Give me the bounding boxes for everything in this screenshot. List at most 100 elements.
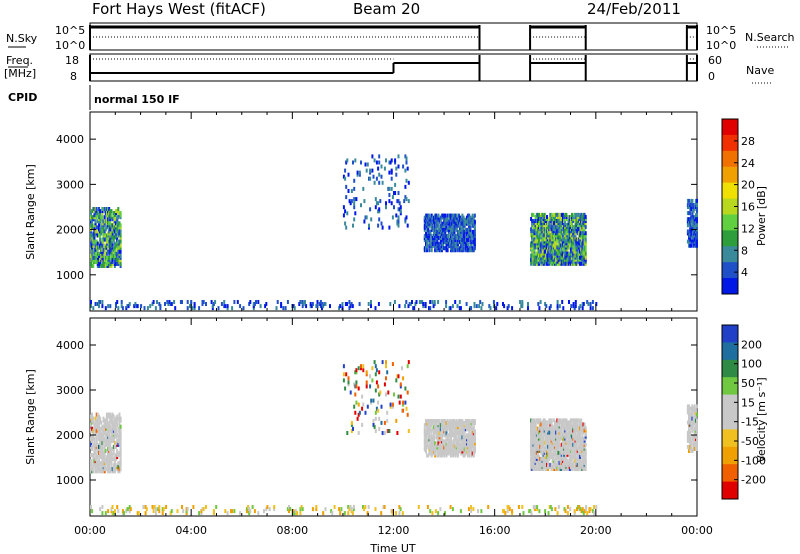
echo-cell [691, 436, 694, 441]
echo-cell [439, 240, 442, 245]
echo-cell [374, 429, 377, 433]
echo-cell [548, 233, 551, 238]
echo-cell [450, 229, 452, 234]
echo-cell [502, 509, 504, 514]
echo-cell [550, 507, 553, 512]
echo-cell [118, 453, 121, 458]
echo-cell [577, 430, 580, 435]
colorbar-tick-label: -100 [741, 454, 766, 467]
echo-cell [555, 225, 558, 230]
echo-cell [365, 168, 368, 173]
echo-cell [473, 242, 476, 247]
echo-cell [365, 380, 368, 385]
echo-cell [472, 433, 475, 438]
echo-cell [154, 507, 157, 512]
echo-cell [471, 419, 474, 424]
echo-cell [373, 180, 376, 185]
echo-cell [569, 424, 572, 429]
echo-cell [473, 302, 476, 306]
echo-cell [90, 219, 92, 224]
echo-cell [94, 420, 97, 425]
echo-cell [437, 511, 440, 516]
echo-cell [691, 235, 694, 240]
echo-cell [101, 219, 104, 224]
echo-cell [112, 457, 115, 462]
echo-cell [111, 260, 114, 264]
echo-cell [96, 461, 99, 466]
echo-cell [99, 467, 102, 472]
echo-cell [582, 233, 585, 238]
echo-cell [693, 215, 696, 220]
echo-cell [536, 233, 539, 238]
echo-cell [440, 236, 443, 240]
echo-cell [236, 300, 239, 304]
echo-cell [364, 410, 367, 415]
echo-cell [426, 221, 429, 226]
echo-cell [351, 304, 354, 309]
echo-cell [113, 418, 116, 423]
echo-cell [540, 422, 543, 427]
echo-cell [530, 261, 533, 266]
colorbar-tick-label: 12 [741, 222, 755, 235]
echo-cell [575, 446, 578, 451]
echo-cell [450, 427, 452, 432]
freq-label-bottom: [MHz] [4, 67, 36, 80]
echo-cell [117, 453, 120, 458]
echo-cell [118, 213, 121, 218]
echo-cell [355, 368, 358, 373]
echo-cell [539, 233, 542, 238]
echo-cell [437, 449, 440, 454]
echo-cell [694, 428, 697, 433]
echo-cell [686, 406, 689, 411]
echo-cell [396, 199, 399, 204]
echo-cell [584, 432, 587, 437]
echo-cell [686, 420, 689, 425]
echo-cell [456, 223, 459, 228]
echo-cell [433, 435, 435, 440]
echo-cell [557, 442, 560, 447]
echo-cell [119, 444, 122, 449]
echo-cell [100, 461, 103, 466]
echo-cell [438, 419, 441, 424]
echo-cell [248, 302, 251, 306]
echo-cell [546, 438, 548, 443]
echo-cell [583, 428, 586, 433]
echo-cell [445, 217, 448, 222]
colorbar-tick-label: 24 [741, 157, 755, 170]
echo-cell [136, 511, 139, 516]
echo-cell [380, 174, 383, 179]
echo-cell [688, 428, 690, 433]
echo-cell [459, 427, 462, 432]
echo-cell [530, 430, 533, 435]
echo-cell [538, 434, 540, 439]
echo-cell [558, 235, 561, 240]
echo-cell [99, 455, 102, 460]
echo-cell [556, 300, 559, 304]
echo-cell [571, 430, 573, 435]
echo-cell [565, 261, 568, 266]
echo-cell [576, 454, 579, 459]
echo-cell [563, 442, 566, 447]
echo-cell [473, 435, 476, 440]
echo-cell [540, 444, 543, 449]
echo-cell [569, 221, 572, 226]
echo-cell [440, 425, 443, 430]
echo-cell [469, 306, 471, 311]
echo-cell [248, 507, 251, 512]
echo-cell [530, 233, 533, 238]
echo-cell [547, 243, 550, 248]
echo-cell [693, 426, 696, 431]
echo-cell [425, 443, 427, 448]
echo-cell [539, 221, 542, 226]
echo-cell [425, 240, 427, 245]
echo-cell [561, 227, 564, 232]
echo-cell [105, 225, 108, 230]
echo-cell [470, 505, 473, 509]
echo-cell [431, 236, 434, 240]
echo-cell [579, 261, 581, 266]
velocity-colorbar-label: Velocity [m s⁻¹] [755, 377, 768, 462]
echo-cell [91, 412, 94, 417]
echo-cell [442, 227, 445, 232]
echo-cell [404, 219, 407, 224]
echo-cell [353, 186, 356, 191]
